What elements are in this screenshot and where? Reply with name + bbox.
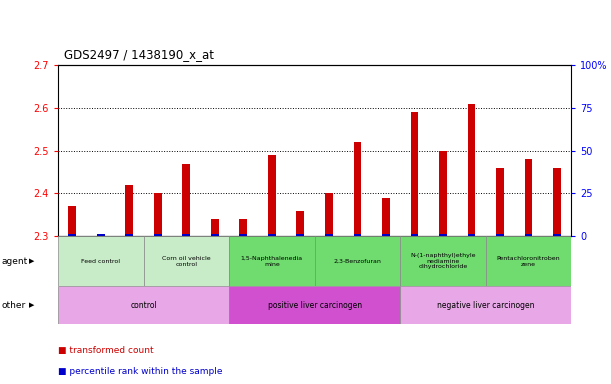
Bar bbox=[296, 233, 304, 236]
Bar bbox=[58, 236, 144, 286]
Text: ■ percentile rank within the sample: ■ percentile rank within the sample bbox=[58, 367, 222, 376]
Bar bbox=[467, 104, 475, 236]
Text: 2,3-Benzofuran: 2,3-Benzofuran bbox=[334, 258, 381, 264]
Text: other: other bbox=[1, 301, 26, 310]
Bar bbox=[315, 236, 400, 286]
Text: ■ transformed count: ■ transformed count bbox=[58, 346, 154, 354]
Bar bbox=[382, 233, 390, 236]
Text: Pentachloronitroben
zene: Pentachloronitroben zene bbox=[497, 256, 560, 266]
Bar bbox=[144, 236, 229, 286]
Bar bbox=[400, 236, 486, 286]
Bar bbox=[496, 168, 504, 236]
Bar bbox=[268, 233, 276, 236]
Text: 1,5-Naphthalenedia
mine: 1,5-Naphthalenedia mine bbox=[241, 256, 303, 266]
Bar bbox=[325, 233, 333, 236]
Bar bbox=[439, 151, 447, 236]
Bar bbox=[125, 185, 133, 236]
Bar bbox=[154, 194, 162, 236]
Text: negative liver carcinogen: negative liver carcinogen bbox=[437, 301, 535, 310]
Text: ▶: ▶ bbox=[29, 302, 35, 308]
Text: Feed control: Feed control bbox=[81, 258, 120, 264]
Bar bbox=[496, 233, 504, 236]
Bar bbox=[229, 236, 315, 286]
Bar bbox=[439, 233, 447, 236]
Text: control: control bbox=[130, 301, 157, 310]
Bar bbox=[296, 210, 304, 236]
Text: ▶: ▶ bbox=[29, 258, 35, 264]
Bar bbox=[553, 233, 561, 236]
Bar bbox=[525, 233, 532, 236]
Bar bbox=[58, 286, 229, 324]
Bar bbox=[400, 286, 571, 324]
Bar bbox=[325, 194, 333, 236]
Bar bbox=[553, 168, 561, 236]
Bar bbox=[486, 236, 571, 286]
Bar bbox=[354, 142, 361, 236]
Bar bbox=[411, 233, 419, 236]
Bar bbox=[154, 233, 162, 236]
Bar bbox=[211, 233, 219, 236]
Text: agent: agent bbox=[1, 257, 27, 266]
Text: positive liver carcinogen: positive liver carcinogen bbox=[268, 301, 362, 310]
Bar bbox=[467, 233, 475, 236]
Bar bbox=[354, 233, 361, 236]
Text: GDS2497 / 1438190_x_at: GDS2497 / 1438190_x_at bbox=[64, 48, 214, 61]
Bar bbox=[382, 198, 390, 236]
Bar bbox=[268, 155, 276, 236]
Bar bbox=[525, 159, 532, 236]
Bar bbox=[211, 219, 219, 236]
Bar bbox=[411, 112, 419, 236]
Bar bbox=[68, 233, 76, 236]
Bar bbox=[125, 233, 133, 236]
Bar bbox=[68, 206, 76, 236]
Bar bbox=[240, 219, 247, 236]
Text: N-(1-naphthyl)ethyle
nediamine
dihydrochloride: N-(1-naphthyl)ethyle nediamine dihydroch… bbox=[410, 253, 476, 270]
Bar bbox=[240, 233, 247, 236]
Bar bbox=[183, 233, 190, 236]
Bar bbox=[97, 233, 104, 236]
Text: Corn oil vehicle
control: Corn oil vehicle control bbox=[162, 256, 211, 266]
Bar bbox=[229, 286, 400, 324]
Bar bbox=[183, 164, 190, 236]
